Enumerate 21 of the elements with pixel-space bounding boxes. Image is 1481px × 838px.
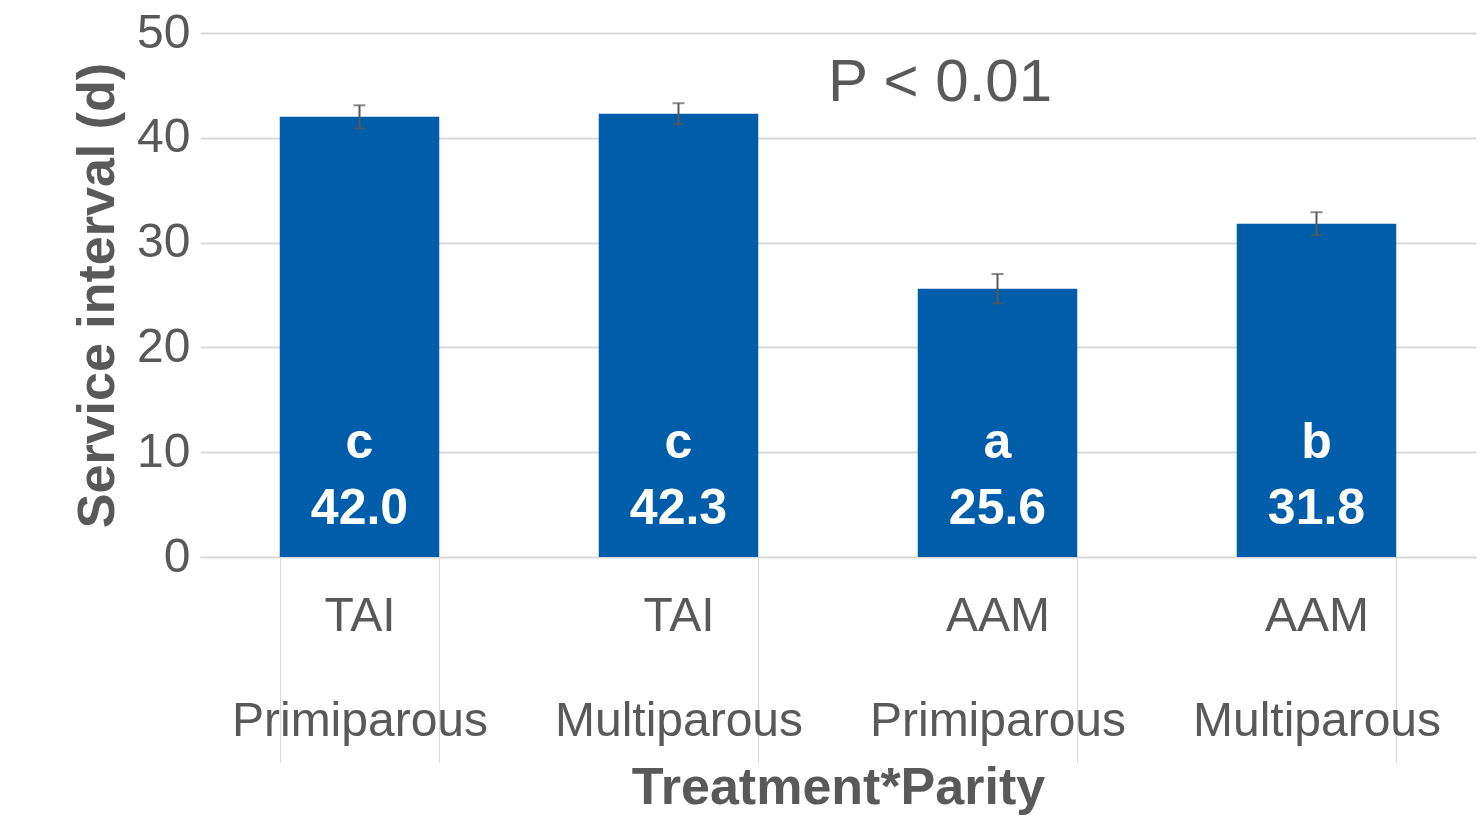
annotation: P < 0.01 [827,47,1053,114]
y-tick-label: 10 [137,423,191,477]
x-tick-label: TAI Multiparous [554,587,804,746]
bar [279,116,440,557]
bar [598,113,759,557]
data-label: a 25.6 [948,413,1047,535]
data-label: c 42.3 [629,413,728,535]
data-label: b 31.8 [1267,413,1366,535]
y-axis-title: Service interval (d) [67,62,126,529]
bar [1236,223,1397,557]
y-tick-label: 0 [163,528,191,582]
y-tick-label: 40 [137,109,191,163]
x-tick-label: TAI Primiparous [231,587,489,746]
x-tick-label: AAM Multiparous [1192,587,1442,746]
bar [917,288,1078,557]
x-axis-title: Treatment*Parity [631,756,1046,815]
y-tick-label: 30 [137,214,191,268]
x-tick-label: AAM Primiparous [869,587,1127,746]
data-label: c 42.0 [310,413,409,535]
y-tick-label: 20 [137,318,191,372]
y-tick-label: 50 [137,4,191,58]
